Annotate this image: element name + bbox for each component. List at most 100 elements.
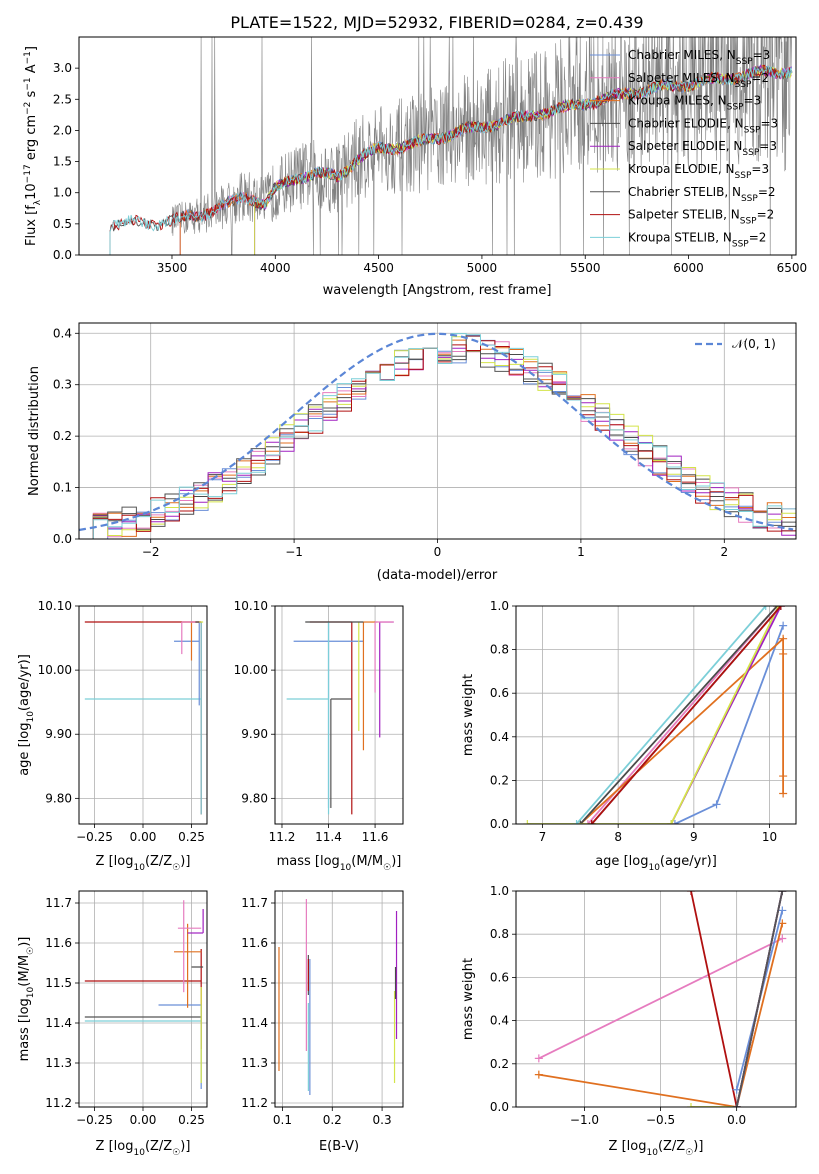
series-marker — [779, 649, 788, 658]
series-line — [735, 891, 784, 1107]
errorbar-kroupa-stelib — [286, 622, 330, 815]
y-tick-label: 0.6 — [490, 970, 509, 984]
y-axis-label: mass weight — [461, 958, 476, 1040]
x-tick-label: 2 — [720, 545, 728, 559]
legend: 𝒩(0, 1) — [695, 337, 776, 351]
y-tick-label: 1.5 — [53, 155, 72, 169]
figure-title: PLATE=1522, MJD=52932, FIBERID=0284, z=0… — [230, 13, 643, 32]
x-tick-label: 1 — [577, 545, 585, 559]
panel-massweight_vs_Z: −1.0 −0.5 0.0 0.0 0.2 0.4 0.6 0.8 1.0 Z [log10(Z/… — [461, 884, 797, 1158]
x-tick-label: 6000 — [673, 261, 704, 275]
x-tick-label: 5000 — [467, 261, 498, 275]
x-tick-label: −1 — [285, 545, 303, 559]
y-tick-label: 1.0 — [490, 599, 509, 613]
plot-area — [516, 606, 796, 824]
errorbar-salpeter-miles — [177, 900, 202, 993]
y-tick-label: 0.0 — [490, 1100, 509, 1114]
plot-area — [79, 606, 207, 824]
x-tick-label: 0 — [434, 545, 442, 559]
x-tick-label: 6500 — [777, 261, 808, 275]
y-tick-label: 0.6 — [490, 686, 509, 700]
series-salpeter-stelib — [687, 891, 741, 1107]
y-tick-label: 0.0 — [53, 532, 72, 546]
x-axis-label: wavelength [Angstrom, rest frame] — [323, 283, 552, 298]
series-marker — [534, 1054, 543, 1063]
legend-label: 𝒩(0, 1) — [732, 337, 776, 351]
y-tick-label: 0.8 — [490, 643, 509, 657]
y-tick-label: 0.4 — [490, 1014, 509, 1028]
errorbar-kroupa-miles — [174, 923, 202, 1008]
series-line — [690, 891, 738, 1107]
axes-frame — [78, 322, 797, 540]
series-marker — [667, 820, 676, 824]
x-tick-label: 0.00 — [130, 830, 157, 844]
series-marker — [576, 820, 585, 824]
y-tick-label: 0.2 — [490, 1057, 509, 1071]
x-axis-label: Z [log10(Z/Z☉)] — [96, 854, 191, 873]
series-marker — [583, 820, 592, 824]
y-tick-label: 11.4 — [45, 1016, 72, 1030]
errorbar-chabrier-stelib — [330, 698, 352, 808]
y-tick-label: 11.5 — [45, 976, 72, 990]
y-tick-label: 0.4 — [53, 326, 72, 340]
series-line — [527, 606, 780, 824]
x-axis-label: Z [log10(Z/Z☉)] — [96, 1139, 191, 1158]
y-axis-label: age [log10(age/yr)] — [17, 654, 36, 776]
y-axis-label: mass weight — [461, 674, 476, 756]
x-tick-label: 10 — [762, 830, 777, 844]
y-tick-label: 11.2 — [45, 1096, 72, 1110]
x-tick-label: 3500 — [157, 261, 188, 275]
series-marker — [732, 1103, 741, 1107]
y-tick-label: 1.0 — [490, 884, 509, 898]
y-tick-label: 11.7 — [241, 896, 268, 910]
x-tick-label: −2 — [142, 545, 160, 559]
plot-area — [79, 891, 207, 1107]
series-kroupa-elodie — [523, 606, 783, 824]
series-marker — [778, 891, 787, 895]
plot-area — [275, 891, 403, 1107]
x-tick-label: −0.25 — [76, 830, 113, 844]
series-kroupa-stelib — [572, 606, 770, 824]
series-line — [579, 636, 784, 824]
plot-area — [516, 891, 796, 1107]
y-tick-label: 0.2 — [53, 429, 72, 443]
y-tick-label: 2.0 — [53, 123, 72, 137]
x-tick-label: 0.0 — [727, 1113, 746, 1127]
legend-label: Kroupa ELODIE, NSSP=3 — [628, 162, 769, 181]
errorbar-salpeter-miles — [374, 621, 394, 693]
errorbar-salpeter-elodie — [187, 909, 204, 934]
y-axis-label: Normed distribution — [27, 366, 42, 496]
series-line — [575, 606, 767, 824]
y-tick-label: 11.7 — [45, 896, 72, 910]
y-axis-label: Flux [fλ10−17 erg cm−2 s−1 A−1] — [23, 46, 43, 246]
y-tick-label: 0.3 — [53, 378, 72, 392]
plot-area — [275, 606, 403, 824]
series-marker — [534, 1070, 543, 1079]
histogram-kroupa-stelib — [79, 333, 796, 539]
series-chabrier-miles — [670, 621, 788, 824]
y-tick-label: 11.6 — [45, 936, 72, 950]
series-chabrier-stelib — [732, 891, 787, 1107]
y-tick-label: 3.0 — [53, 61, 72, 75]
x-tick-label: 0.25 — [178, 1113, 205, 1127]
plot-area — [109, 37, 793, 255]
x-tick-label: 5500 — [570, 261, 601, 275]
legend-label: Salpeter ELODIE, NSSP=3 — [628, 139, 777, 158]
x-axis-label: age [log10(age/yr)] — [595, 854, 717, 873]
model-spectrum-kroupa-stelib — [109, 65, 793, 255]
axes-frame — [515, 890, 797, 1108]
y-tick-label: 9.90 — [241, 727, 268, 741]
series-marker — [778, 906, 787, 915]
x-tick-label: 11.6 — [362, 830, 389, 844]
x-tick-label: 0.2 — [323, 1113, 342, 1127]
series-marker — [778, 934, 787, 943]
y-tick-label: 11.3 — [241, 1056, 268, 1070]
panel-residuals: −2 −1 0 1 2 0.0 0.1 0.2 0.3 0.4 (data-model)/error… — [27, 322, 797, 583]
x-axis-label: Z [log10(Z/Z☉)] — [609, 1139, 704, 1158]
x-axis-label: E(B-V) — [319, 1139, 359, 1154]
x-tick-label: 0.25 — [178, 830, 205, 844]
series-marker — [523, 820, 532, 824]
axes-frame — [78, 890, 208, 1108]
y-tick-label: 0.4 — [490, 730, 509, 744]
series-marker — [779, 621, 788, 630]
